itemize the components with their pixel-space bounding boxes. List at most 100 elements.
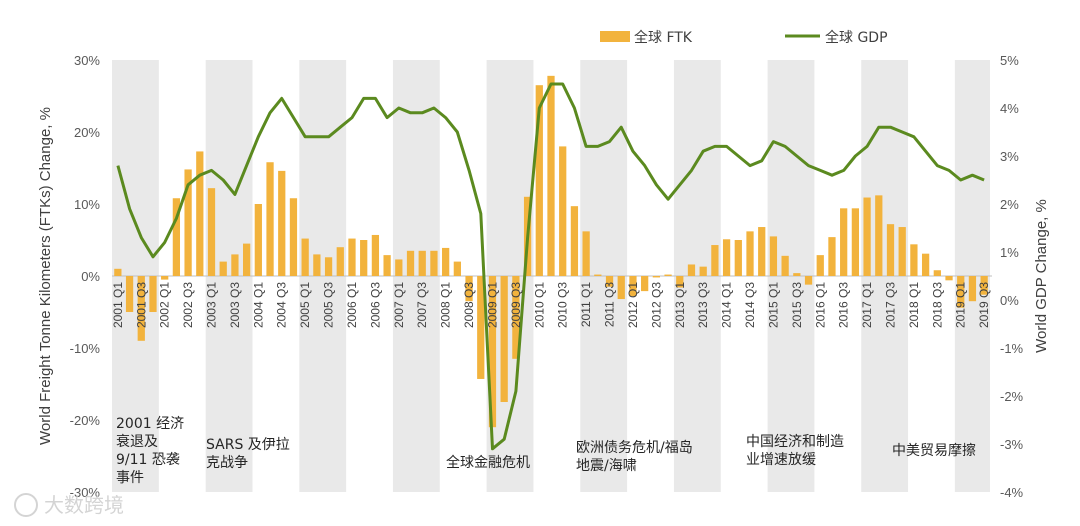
- annotation-text: 中美贸易摩擦: [892, 442, 976, 459]
- x-tick-label: 2017 Q1: [860, 282, 874, 328]
- x-tick-label: 2016 Q3: [837, 282, 851, 328]
- ftk-bar: [676, 276, 684, 288]
- ftk-bar: [242, 243, 251, 276]
- y-right-tick-label: -3%: [1000, 437, 1024, 452]
- ftk-bar: [442, 247, 450, 276]
- ftk-bar: [465, 276, 473, 302]
- x-tick-label: 2013 Q3: [696, 282, 710, 328]
- ftk-bar: [699, 266, 707, 276]
- x-tick-label: 2010 Q1: [532, 282, 546, 328]
- x-tick-label: 2001 Q3: [134, 282, 148, 328]
- ftk-bar: [980, 276, 988, 295]
- y-left-tick-label: -30%: [70, 485, 101, 500]
- ftk-bar: [348, 238, 356, 276]
- ftk-bar: [804, 276, 813, 285]
- ftk-bar: [137, 276, 145, 341]
- x-tick-label: 2003 Q3: [228, 282, 242, 328]
- x-tick-label: 2004 Q1: [251, 282, 265, 328]
- ftk-bar: [196, 151, 204, 276]
- x-tick-label: 2013 Q1: [673, 282, 687, 328]
- y-right-tick-label: -2%: [1000, 389, 1024, 404]
- x-tick-label: 2006 Q1: [345, 282, 359, 328]
- ftk-bar: [769, 236, 778, 276]
- ftk-bar: [781, 255, 789, 276]
- ftk-bar: [933, 270, 941, 276]
- ftk-bar: [968, 276, 977, 302]
- x-tick-label: 2012 Q3: [649, 282, 663, 328]
- legend-bar-swatch: [600, 31, 630, 42]
- x-tick-label: 2017 Q3: [884, 282, 898, 328]
- ftk-bar: [840, 208, 848, 276]
- ftk-bar: [278, 170, 286, 276]
- y-axis-left: 30% 20% 10% 0% -10% -20% -30%: [70, 53, 101, 500]
- x-tick-label: 2006 Q3: [368, 282, 382, 328]
- x-tick-label: 2002 Q1: [158, 282, 172, 328]
- legend: 全球 FTK 全球 GDP: [600, 29, 888, 46]
- y-left-tick-label: -10%: [70, 341, 101, 356]
- x-tick-label: 2007 Q1: [392, 282, 406, 328]
- ftk-bar: [851, 208, 860, 276]
- ftk-bar: [289, 198, 298, 276]
- ftk-bar: [231, 254, 239, 276]
- ftk-bar: [301, 238, 309, 276]
- annotation-text: 衰退及: [116, 433, 158, 450]
- ftk-bar: [910, 244, 918, 276]
- ftk-bar: [477, 276, 485, 379]
- ftk-bar: [161, 276, 169, 280]
- x-tick-label: 2001 Q1: [111, 282, 125, 328]
- ftk-bar: [594, 274, 602, 276]
- x-tick-label: 2005 Q1: [298, 282, 312, 328]
- ftk-bar: [219, 261, 227, 276]
- annotation-text: 全球金融危机: [446, 454, 530, 471]
- watermark: 大数跨境: [14, 493, 124, 517]
- ftk-bar: [488, 276, 497, 428]
- x-tick-label: 2019 Q3: [977, 282, 991, 328]
- y-right-tick-label: 0%: [1000, 293, 1019, 308]
- ftk-bar: [898, 227, 906, 276]
- x-tick-label: 2009 Q3: [509, 282, 523, 328]
- y-axis-right-label: World GDP Change, %: [1033, 199, 1050, 353]
- ftk-bar: [559, 146, 567, 276]
- ftk-bar: [500, 276, 508, 402]
- x-tick-label: 2016 Q1: [813, 282, 827, 328]
- ftk-bar: [114, 268, 122, 276]
- ftk-bar: [687, 264, 696, 276]
- x-tick-label: 2003 Q1: [205, 282, 219, 328]
- y-left-tick-label: 0%: [81, 269, 100, 284]
- gdp-line: [116, 82, 985, 451]
- ftk-bar: [875, 195, 883, 276]
- ftk-bar: [512, 276, 520, 359]
- ftk-bar: [605, 276, 614, 287]
- x-tick-label: 2012 Q1: [626, 282, 640, 328]
- ftk-bar: [371, 234, 380, 276]
- ftk-bar: [360, 240, 368, 276]
- y-axis-right: 5% 4% 3% 2% 1% 0% -1% -2% -3% -4%: [1000, 53, 1024, 500]
- ftk-bar: [921, 253, 930, 276]
- y-axis-left-label: World Freight Tonne Kilometers (FTKs) Ch…: [37, 107, 54, 445]
- watermark-logo-icon: [14, 493, 38, 517]
- x-tick-label: 2010 Q3: [556, 282, 570, 328]
- ftk-bar: [957, 276, 965, 308]
- ftk-bar: [149, 276, 157, 312]
- ftk-bar: [617, 276, 625, 300]
- x-tick-label: 2007 Q3: [415, 282, 429, 328]
- y-right-tick-label: 1%: [1000, 245, 1019, 260]
- ftk-bar: [266, 162, 274, 276]
- x-tick-label: 2011 Q1: [579, 282, 593, 327]
- ftk-bar: [395, 259, 403, 276]
- ftk-bar: [722, 239, 731, 276]
- ftk-bar: [664, 274, 672, 276]
- x-tick-label: 2002 Q3: [181, 282, 195, 328]
- y-right-tick-label: 3%: [1000, 149, 1019, 164]
- annotation-text: 事件: [116, 470, 144, 486]
- x-tick-label: 2008 Q1: [439, 282, 453, 328]
- watermark-text: 大数跨境: [44, 493, 124, 517]
- x-tick-label: 2015 Q3: [790, 282, 804, 328]
- ftk-bar: [582, 231, 590, 276]
- ftk-bar: [172, 198, 181, 276]
- x-tick-label: 2015 Q1: [766, 282, 780, 328]
- annotation-text: 克战争: [206, 455, 248, 471]
- annotation-text: 业增速放缓: [746, 452, 816, 468]
- annotation-text: 欧洲债务危机/福岛: [576, 440, 693, 456]
- ftk-bar: [641, 276, 649, 292]
